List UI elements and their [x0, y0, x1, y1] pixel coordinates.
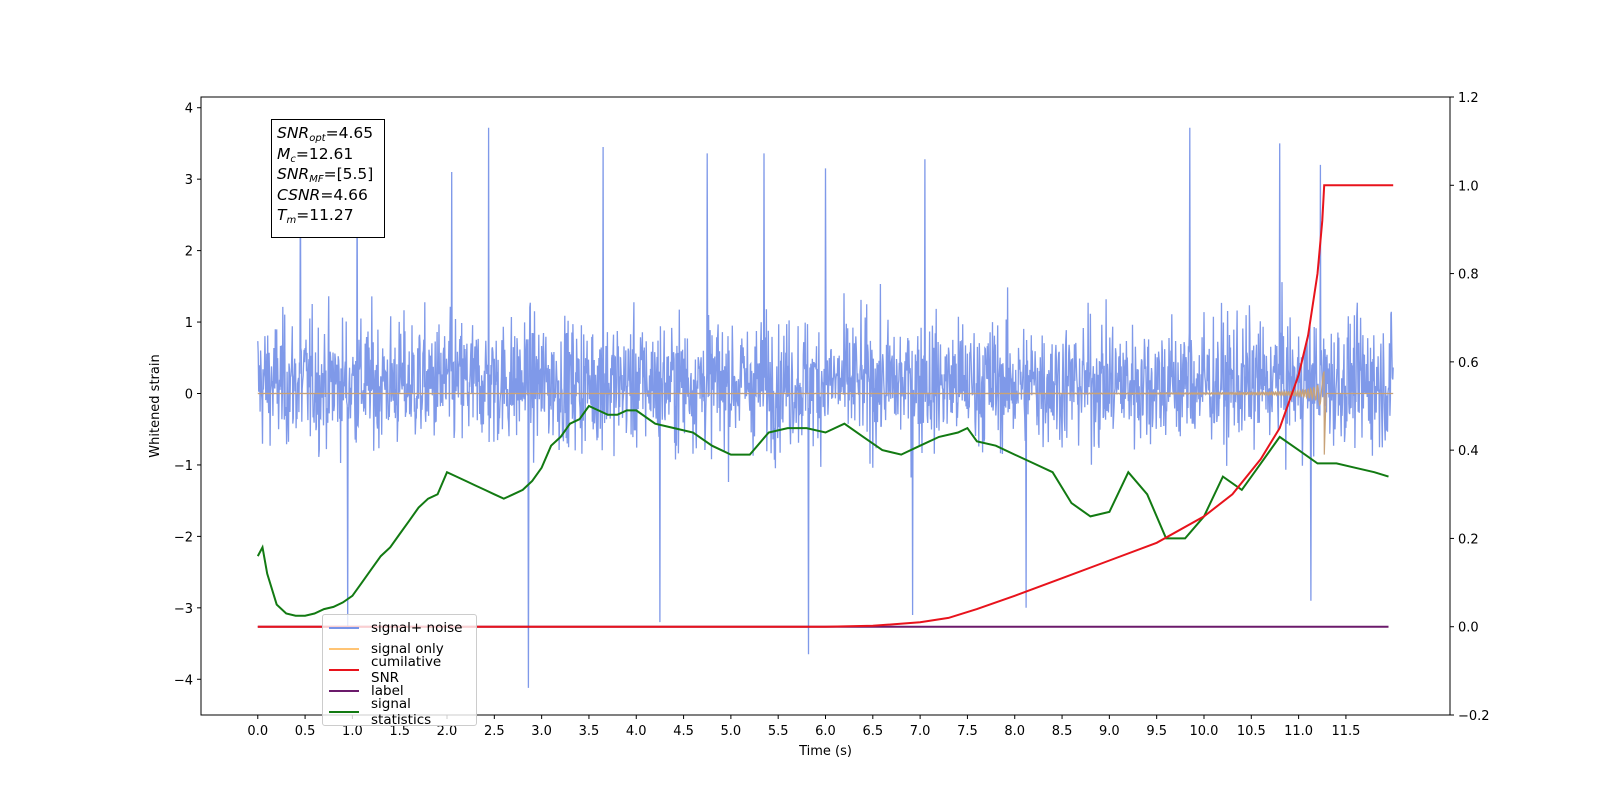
signal-only-line — [257, 370, 1394, 455]
metrics-annotation-box: SNRopt=4.65 Mc=12.61 SNRMF=[5.5] CSNR=4.… — [271, 119, 385, 238]
mc-subscript: c — [290, 153, 296, 165]
y-tick-label: 3 — [185, 173, 193, 188]
snr-opt-value: =4.65 — [325, 124, 374, 142]
legend-swatch — [329, 627, 359, 630]
legend-swatch — [329, 648, 359, 651]
x-tick-label: 5.0 — [721, 724, 742, 739]
x-tick-label: 2.5 — [484, 724, 505, 739]
legend-entry-signal-noise: signal+ noise — [329, 618, 470, 639]
mc-value: =12.61 — [295, 144, 354, 163]
x-tick-label: 11.0 — [1284, 724, 1313, 739]
x-tick-label: 8.5 — [1052, 724, 1073, 739]
tm-symbol: T — [277, 206, 287, 224]
x-tick-label: 1.0 — [342, 724, 363, 739]
legend-label: cumilative SNR — [371, 654, 442, 686]
y2-tick-label: 0.6 — [1458, 356, 1479, 371]
y-axis-right: −0.2 0.0 0.2 0.4 0.6 0.8 1.0 1.2 — [1450, 91, 1490, 724]
y-axis-left: −4 −3 −2 −1 0 1 2 3 4 — [174, 102, 201, 688]
snr-mf-line: SNRMF=[5.5] — [277, 164, 379, 185]
y-tick-label: 4 — [185, 102, 193, 117]
y-axis-label: Whitened strain — [148, 354, 163, 457]
x-tick-label: 11.5 — [1331, 724, 1360, 739]
y-tick-label: −1 — [174, 459, 193, 474]
y-tick-label: −4 — [174, 673, 193, 688]
snr-mf-symbol: SNR — [277, 165, 310, 183]
legend-entry-signal-statistics: signal statistics — [329, 696, 470, 728]
legend-entry-cumulative-snr: cumilative SNR — [329, 654, 470, 686]
snr-mf-value: =[5.5] — [323, 165, 374, 183]
signal-statistics-line — [256, 404, 1389, 617]
mc-line: Mc=12.61 — [277, 144, 379, 165]
y2-tick-label: 0.0 — [1458, 621, 1479, 636]
legend-label: signal only — [371, 641, 444, 658]
x-tick-label: 4.0 — [626, 724, 647, 739]
y-tick-label: 1 — [185, 316, 193, 331]
csnr-symbol: CSNR — [277, 185, 321, 204]
x-axis-label: Time (s) — [798, 744, 852, 759]
snr-opt-line: SNRopt=4.65 — [277, 123, 379, 144]
x-tick-label: 3.0 — [531, 724, 552, 739]
csnr-line: CSNR=4.66 — [277, 185, 379, 206]
y2-tick-label: −0.2 — [1458, 709, 1490, 724]
x-tick-label: 8.0 — [1004, 724, 1025, 739]
x-tick-label: 6.0 — [815, 724, 836, 739]
x-axis: 0.0 0.5 1.0 1.5 2.0 2.5 3.0 3.5 4.0 4.5 5.0 5.5 6.0 6… — [247, 715, 1360, 739]
x-tick-label: 6.5 — [862, 724, 883, 739]
mc-symbol: M — [277, 144, 291, 163]
cumilative-snr-line — [257, 184, 1394, 628]
y-tick-label: 2 — [185, 245, 193, 260]
y-tick-label: −2 — [174, 530, 193, 545]
snr-opt-symbol: SNR — [277, 124, 310, 142]
signal-noise-series — [257, 127, 1394, 688]
legend-label: signal+ noise — [371, 620, 463, 637]
x-tick-label: 0.0 — [247, 724, 268, 739]
x-tick-label: 7.0 — [910, 724, 931, 739]
legend-swatch — [329, 710, 359, 713]
x-tick-label: 4.5 — [673, 724, 694, 739]
tm-line: Tm=11.27 — [277, 205, 379, 226]
x-tick-label: 3.5 — [579, 724, 600, 739]
legend-label: signal statistics — [371, 695, 432, 728]
y2-tick-label: 0.4 — [1458, 444, 1479, 459]
legend: signal+ noise signal only cumilative SNR… — [322, 614, 477, 728]
x-tick-label: 5.5 — [768, 724, 789, 739]
x-tick-label: 7.5 — [957, 724, 978, 739]
legend-entry-signal-only: signal only — [329, 639, 470, 660]
legend-swatch — [329, 668, 359, 671]
x-tick-label: 10.5 — [1237, 724, 1266, 739]
x-tick-label: 0.5 — [295, 724, 316, 739]
snr-mf-subscript: MF — [309, 174, 324, 185]
csnr-value: =4.66 — [320, 185, 368, 204]
signal-only-series — [257, 370, 1394, 455]
x-tick-label: 9.5 — [1146, 724, 1167, 739]
x-tick-label: 2.0 — [437, 724, 458, 739]
x-tick-label: 1.5 — [389, 724, 410, 739]
y2-tick-label: 1.2 — [1458, 91, 1479, 106]
y2-tick-label: 1.0 — [1458, 179, 1479, 194]
x-tick-label: 9.0 — [1099, 724, 1120, 739]
y2-tick-label: 0.2 — [1458, 532, 1479, 547]
y-tick-label: −3 — [174, 602, 193, 617]
signal-noise-line — [257, 127, 1394, 688]
legend-label: label — [371, 682, 404, 699]
tm-subscript: m — [286, 215, 297, 226]
snr-opt-subscript: opt — [309, 133, 326, 144]
y-tick-label: 0 — [185, 387, 193, 402]
y2-tick-label: 0.8 — [1458, 268, 1479, 283]
x-tick-label: 10.0 — [1190, 724, 1219, 739]
tm-value: =11.27 — [296, 206, 354, 224]
legend-entry-label: label — [329, 680, 470, 701]
legend-swatch — [329, 689, 359, 692]
